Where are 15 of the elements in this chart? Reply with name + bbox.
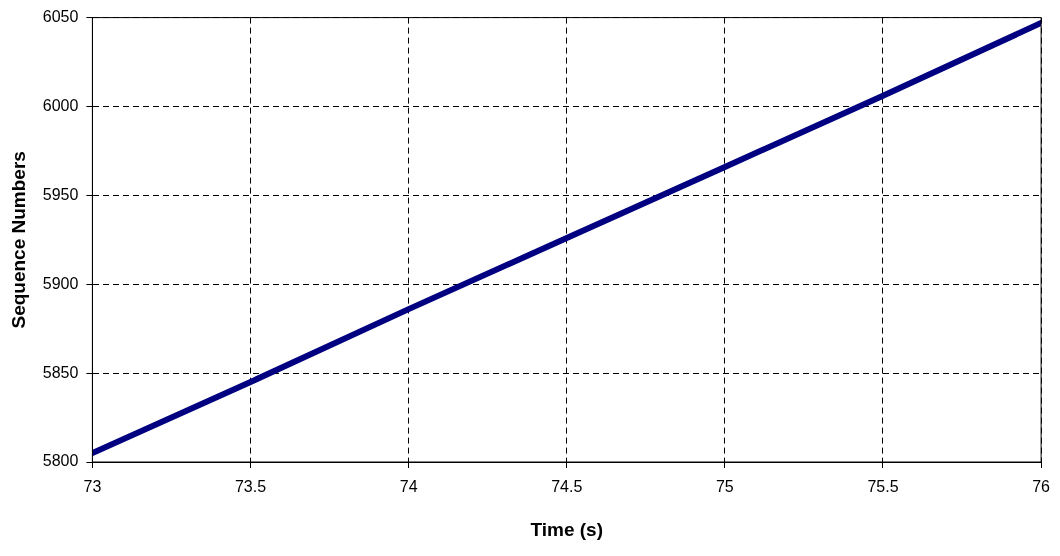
y-tick-label: 6000 xyxy=(42,96,79,114)
y-tick-label: 5950 xyxy=(42,185,79,203)
x-tick-label: 75 xyxy=(715,478,734,496)
y-tick-label: 5800 xyxy=(42,452,79,470)
y-tick-label: 5850 xyxy=(42,363,79,381)
x-tick-label: 75.5 xyxy=(867,478,899,496)
x-tick-label: 74.5 xyxy=(551,478,583,496)
x-tick-label: 73.5 xyxy=(234,478,267,496)
y-axis-title: Sequence Numbers xyxy=(7,151,29,329)
x-tick-label: 76 xyxy=(1032,478,1051,496)
x-tick-label: 73 xyxy=(83,478,102,496)
y-tick-label: 6050 xyxy=(42,8,79,26)
x-tick-label: 74 xyxy=(399,478,418,496)
y-tick-label: 5900 xyxy=(42,274,79,292)
x-axis-title: Time (s) xyxy=(530,518,604,540)
